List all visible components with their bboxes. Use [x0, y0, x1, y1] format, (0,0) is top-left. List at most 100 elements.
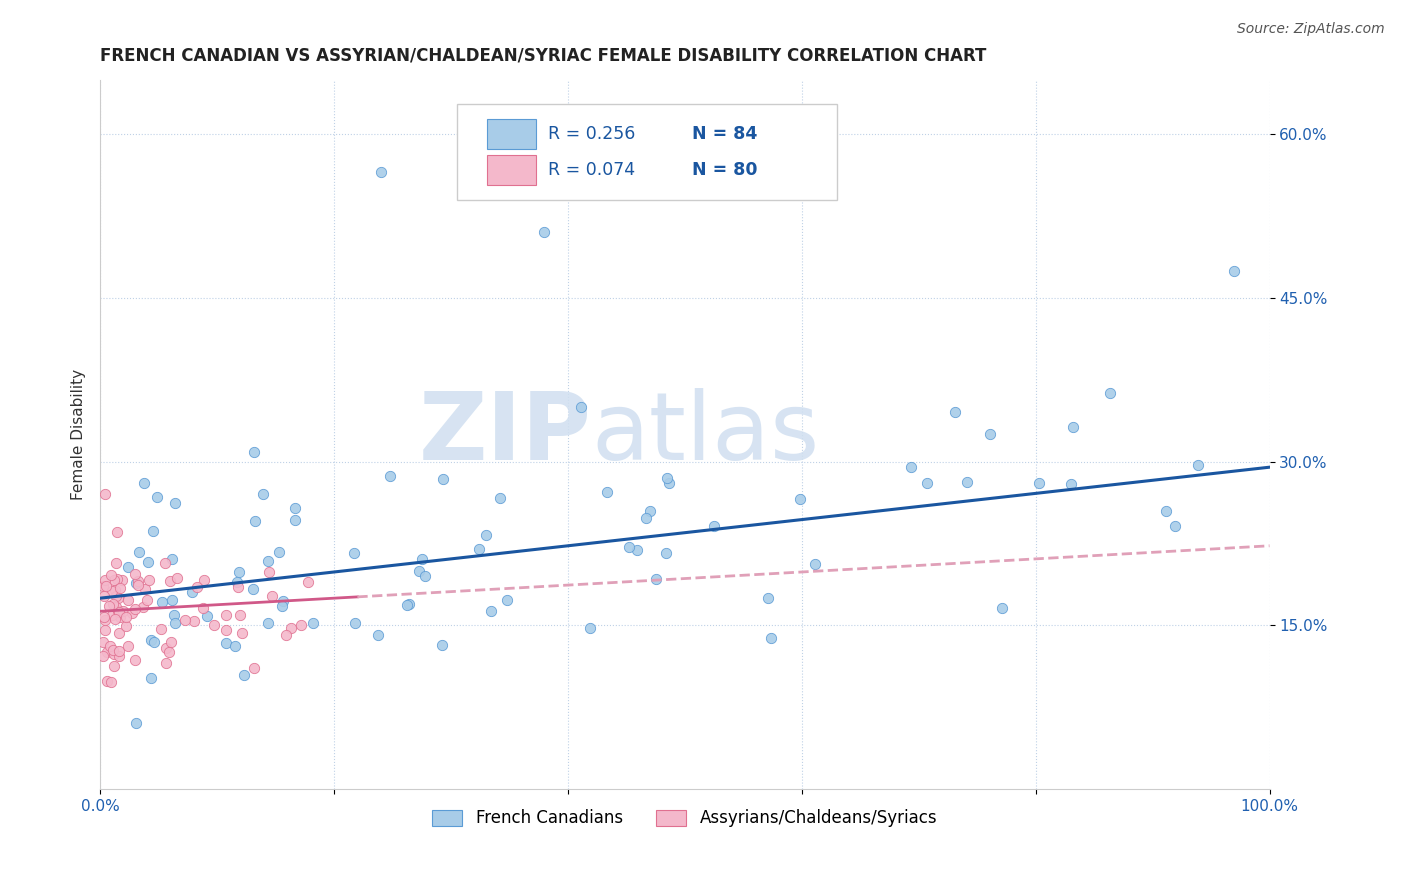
Point [280, 621, 302, 635]
Point [626, 543, 648, 558]
Point [124, 653, 146, 667]
Point [165, 616, 187, 631]
Text: N = 80: N = 80 [692, 161, 758, 178]
Legend: French Canadians, Assyrians/Chaldeans/Syriacs: French Canadians, Assyrians/Chaldeans/Sy… [426, 803, 943, 834]
Point [243, 445, 266, 459]
Point [108, 626, 131, 640]
Point [569, 400, 592, 414]
Point [142, 524, 165, 539]
Point [344, 615, 367, 630]
Point [343, 546, 366, 560]
Point [100, 675, 122, 690]
Point [111, 574, 134, 588]
Point [108, 610, 131, 624]
Point [146, 490, 169, 504]
Point [271, 599, 294, 613]
Point [105, 599, 128, 614]
Point [160, 592, 183, 607]
Point [596, 485, 619, 500]
Point [398, 597, 420, 611]
Point [93, 590, 115, 604]
Point [226, 575, 249, 590]
Point [640, 504, 662, 518]
Point [94, 623, 117, 637]
Text: ZIP: ZIP [419, 388, 592, 481]
Point [104, 589, 127, 603]
Point [370, 165, 392, 179]
Point [91, 579, 114, 593]
Point [150, 622, 173, 636]
Text: R = 0.074: R = 0.074 [548, 161, 636, 178]
Point [231, 626, 253, 640]
Point [193, 573, 215, 587]
Point [756, 591, 779, 606]
Point [226, 580, 249, 594]
Point [243, 661, 266, 675]
Point [1163, 519, 1185, 533]
Point [108, 643, 131, 657]
Point [181, 585, 204, 599]
Y-axis label: Female Disability: Female Disability [72, 369, 86, 500]
Point [284, 500, 307, 515]
Point [228, 608, 250, 623]
Point [271, 594, 294, 608]
Point [657, 471, 679, 485]
Point [91, 635, 114, 649]
Point [105, 557, 128, 571]
Point [103, 573, 125, 587]
Point [93, 573, 115, 587]
Point [101, 597, 124, 611]
Point [1062, 419, 1084, 434]
Point [215, 624, 238, 638]
Point [103, 612, 125, 626]
Point [290, 617, 312, 632]
Point [761, 631, 783, 645]
Text: FRENCH CANADIAN VS ASSYRIAN/CHALDEAN/SYRIAC FEMALE DISABILITY CORRELATION CHART: FRENCH CANADIAN VS ASSYRIAN/CHALDEAN/SYR… [100, 46, 987, 64]
Point [103, 658, 125, 673]
Point [479, 604, 502, 618]
Point [174, 614, 197, 628]
Point [1223, 263, 1246, 277]
Point [103, 643, 125, 657]
Point [432, 473, 454, 487]
Point [155, 641, 177, 656]
Point [96, 673, 118, 688]
Text: R = 0.256: R = 0.256 [548, 125, 636, 144]
Point [112, 604, 135, 618]
Point [139, 632, 162, 647]
Point [127, 578, 149, 592]
Point [125, 576, 148, 591]
Point [163, 608, 186, 623]
Point [979, 427, 1001, 442]
Point [134, 582, 156, 597]
Point [114, 619, 136, 633]
Point [378, 469, 401, 483]
Point [215, 635, 238, 649]
Point [136, 593, 159, 607]
Point [395, 598, 418, 612]
Point [703, 518, 725, 533]
Point [94, 613, 117, 627]
Point [1028, 476, 1050, 491]
Point [183, 615, 205, 629]
Point [101, 583, 124, 598]
Point [107, 605, 129, 619]
Point [260, 589, 283, 603]
Point [803, 557, 825, 571]
Point [100, 568, 122, 582]
Point [105, 572, 128, 586]
Point [110, 581, 132, 595]
Point [617, 540, 640, 554]
Point [114, 609, 136, 624]
Point [655, 546, 678, 560]
Point [1187, 458, 1209, 473]
Point [257, 615, 280, 630]
Point [274, 628, 297, 642]
Point [94, 487, 117, 501]
Point [98, 599, 121, 614]
Point [468, 542, 491, 557]
Point [269, 545, 291, 559]
Point [132, 600, 155, 615]
Point [297, 575, 319, 590]
Point [411, 552, 433, 566]
